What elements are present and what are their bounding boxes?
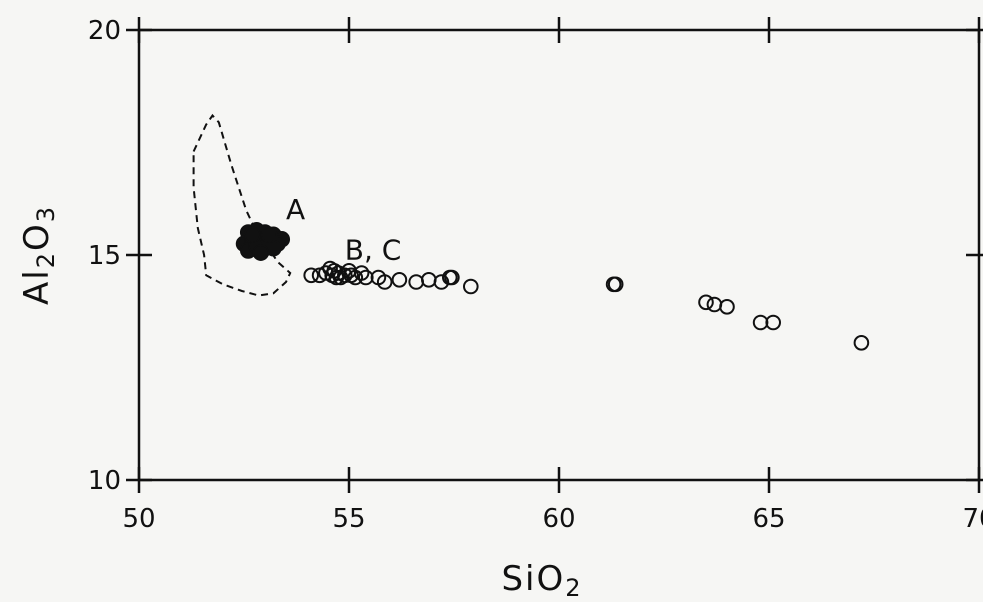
dashed-field-region [192,113,292,297]
y-tick-label: 20 [88,16,121,46]
open-data-point [353,265,370,281]
axis-tick-labels: 50 55 60 65 70 10 15 20 [88,16,983,534]
axis-ticks [126,17,983,493]
open-data-point [303,267,320,284]
open-data-point [376,274,393,290]
open-data-point [706,296,723,313]
x-tick-label: 50 [122,504,155,534]
open-data-point [408,274,425,290]
filled-data-point [260,226,278,244]
group-label: A [286,193,305,226]
open-data-point [765,314,782,331]
x-axis-title: SiO2 [501,559,582,602]
y-axis-title: Al2O3 [17,205,60,305]
open-data-point [358,269,374,286]
data-points [235,221,870,351]
x-tick-label: 70 [962,504,983,534]
y-tick-label: 15 [88,241,121,271]
open-data-point [752,314,769,331]
open-data-point [853,335,870,351]
group-labels: A B, C [286,193,401,267]
open-data-point [719,299,735,315]
x-tick-label: 55 [332,504,365,534]
open-data-point [463,278,479,295]
open-data-point [391,272,408,288]
y-tick-label: 10 [88,466,121,496]
open-data-point [337,267,353,284]
x-tick-label: 65 [752,504,785,534]
open-data-point [444,269,460,286]
filled-data-point [244,226,261,244]
x-tick-label: 60 [542,504,575,534]
open-data-point [607,276,624,293]
open-data-point [698,294,714,311]
open-data-point [421,272,437,288]
filled-data-point [252,244,270,261]
group-label: B, C [345,234,402,267]
dashed-region-outline [192,113,292,297]
